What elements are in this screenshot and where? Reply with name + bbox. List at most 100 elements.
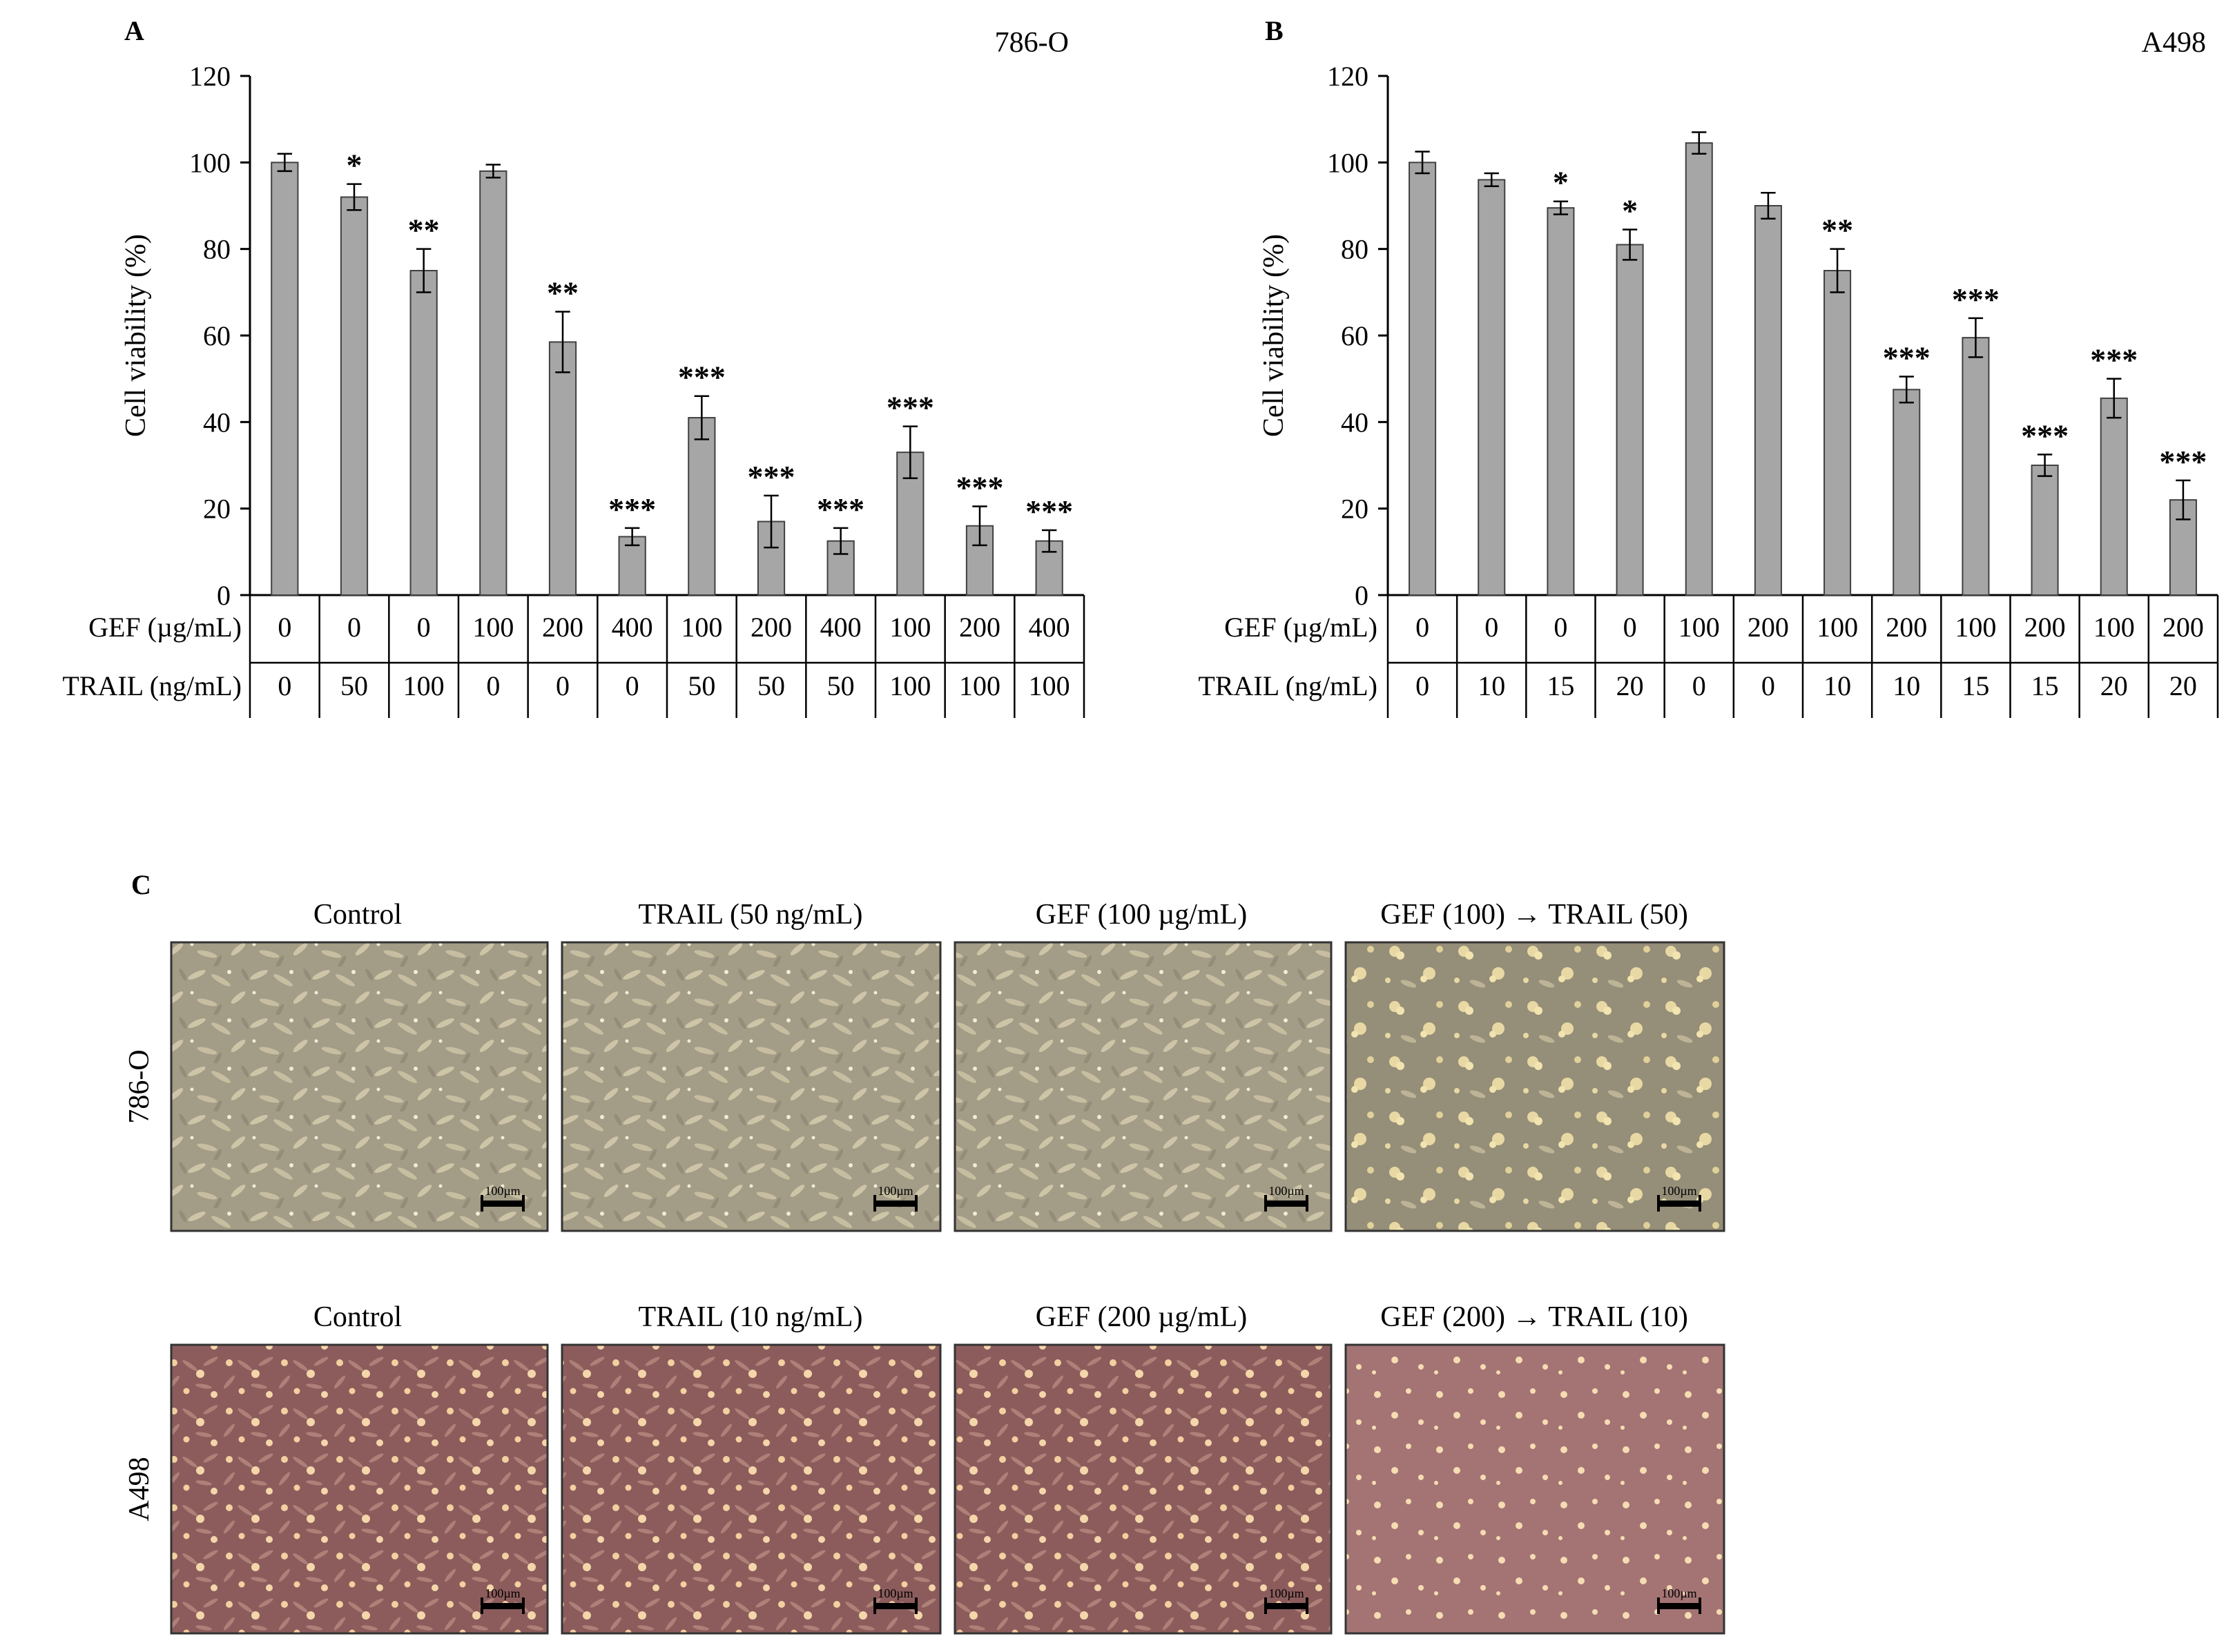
chart-b-gef-cell-3: 0 [1623, 612, 1637, 643]
chart-a-significance-6: *** [678, 360, 726, 395]
micro-col2-title-2: TRAIL (10 ng/mL) [638, 1301, 862, 1333]
chart-b-trail-cell-1: 10 [1478, 670, 1505, 701]
chart-a-significance-1: * [347, 148, 362, 183]
chart-a-errorbar-11 [1041, 529, 1057, 553]
chart-b-errorbar-9 [2037, 454, 2053, 477]
chart-a-ytick-label-5: 100 [189, 147, 231, 178]
chart-b-errorbar-2 [1553, 200, 1569, 215]
chart-b-errorbar-4 [1692, 131, 1707, 155]
chart-b-errorbar-7 [1899, 376, 1914, 404]
chart-b-bar-0 [1409, 162, 1437, 596]
chart-a-trail-cell-5: 0 [626, 670, 639, 701]
chart-a-gef-cell-7: 200 [751, 612, 792, 643]
chart-b-bar-3 [1616, 244, 1644, 596]
micro-col-title-2: TRAIL (50 ng/mL) [638, 899, 862, 931]
chart-b-bar-6 [1823, 270, 1852, 596]
svg-text:100µm: 100µm [1268, 1184, 1304, 1198]
chart-a-ylabel: Cell viability (%) [120, 234, 152, 437]
chart-b-bar-7 [1893, 389, 1921, 596]
chart-a-bar-4 [548, 341, 577, 596]
chart-a-gef-cell-2: 0 [417, 612, 431, 643]
chart-b-significance-10: *** [2090, 342, 2138, 378]
chart-b-trail-cell-6: 10 [1823, 670, 1851, 701]
scale-bar-7: 100µm [1657, 1586, 1701, 1614]
chart-a-bar-3 [479, 170, 507, 596]
chart-a-gef-cell-4: 200 [542, 612, 583, 643]
chart-a-trail-cell-0: 0 [278, 670, 291, 701]
chart-a-gef-cell-9: 100 [889, 612, 931, 643]
chart-a-gef-cell-11: 400 [1029, 612, 1070, 643]
micro-col2-title-1: Control [313, 1301, 402, 1333]
micro-row-label-a498: A498 [124, 1457, 155, 1521]
chart-b-gef-cell-7: 200 [1886, 612, 1927, 643]
chart-a-gef-cell-10: 200 [959, 612, 1000, 643]
chart-b-errorbar-0 [1415, 150, 1430, 175]
chart-a-significance-5: *** [608, 492, 656, 527]
chart-b-errorbar-6 [1830, 248, 1845, 293]
chart-a-gef-cell-8: 400 [820, 612, 862, 643]
chart-a-trail-cell-1: 50 [340, 670, 368, 701]
micro-col-title-1: Control [313, 899, 402, 931]
chart-a-ytick-label-1: 20 [203, 494, 231, 525]
chart-a-significance-7: *** [748, 459, 795, 494]
chart-a-ytick-label-0: 0 [217, 580, 231, 611]
chart-a-trail-cell-10: 100 [959, 670, 1000, 701]
micrograph-panel: Control TRAIL (50 ng/mL) GEF (100 µg/mL)… [124, 899, 1725, 1635]
scale-bar-0: 100µm [481, 1184, 525, 1212]
micrograph-786o-control [170, 941, 549, 1232]
chart-b-ytick-label-6: 120 [1327, 61, 1368, 92]
svg-text:100µm: 100µm [485, 1184, 520, 1198]
svg-text:100µm: 100µm [1661, 1184, 1696, 1198]
chart-b-trail-cell-0: 0 [1415, 670, 1429, 701]
chart-a-errorbar-8 [833, 527, 849, 555]
chart-a-trail-cell-8: 50 [827, 670, 855, 701]
chart-a-errorbar-2 [416, 248, 432, 293]
chart-b-ytick-label-4: 80 [1341, 234, 1368, 265]
chart-b-significance-11: *** [2159, 444, 2207, 479]
chart-a-gef-cell-5: 400 [612, 612, 653, 643]
svg-text:100µm: 100µm [485, 1586, 520, 1600]
chart-a-errorbar-3 [485, 164, 501, 179]
micrograph-786o-combo [1344, 941, 1725, 1232]
chart-a-title: 786-O [995, 27, 1069, 59]
chart-a-row-label-trail: TRAIL (ng/mL) [62, 670, 242, 701]
chart-b-bar-10 [2100, 397, 2128, 596]
svg-text:100µm: 100µm [878, 1586, 913, 1600]
chart-b-errorbar-5 [1761, 191, 1776, 220]
chart-a-significance-4: ** [547, 275, 579, 311]
chart-b-trail-cell-3: 20 [1616, 670, 1644, 701]
chart-a-gef-cell-6: 100 [681, 612, 722, 643]
scale-bar-5: 100µm [873, 1586, 918, 1614]
chart-b-ytick-label-5: 100 [1327, 147, 1368, 178]
chart-b-bar-1 [1478, 179, 1506, 596]
chart-b-ytick-label-3: 60 [1341, 320, 1368, 351]
chart-b-errorbar-8 [1968, 317, 1984, 358]
chart-b-bar-2 [1547, 207, 1575, 596]
chart-a-row-label-gef: GEF (µg/mL) [88, 612, 242, 643]
chart-b-ytick-label-2: 40 [1341, 407, 1368, 438]
micro-row-label-786o: 786-O [124, 1049, 155, 1123]
chart-a-significance-10: *** [956, 470, 1004, 505]
chart-b-errorbar-1 [1484, 172, 1499, 188]
chart-b-trail-cell-5: 0 [1761, 670, 1775, 701]
chart-b-bar-5 [1754, 205, 1782, 596]
chart-b-gef-cell-10: 100 [2093, 612, 2135, 643]
micro-col2-title-4: GEF (200) → TRAIL (10) [1380, 1301, 1688, 1333]
chart-b-bar-9 [2031, 465, 2059, 596]
chart-b-ytick-label-1: 20 [1341, 494, 1368, 525]
chart-b-row-label-trail: TRAIL (ng/mL) [1198, 670, 1377, 701]
chart-a-errorbar-1 [347, 183, 362, 211]
chart-a-significance-8: *** [817, 492, 864, 527]
micrograph-786o-gef [954, 941, 1333, 1232]
chart-a-errorbar-4 [555, 311, 570, 373]
svg-text:100µm: 100µm [878, 1184, 913, 1198]
chart-b-gef-cell-2: 0 [1554, 612, 1567, 643]
scale-bar-1: 100µm [873, 1184, 918, 1212]
chart-b-trail-cell-8: 15 [1962, 670, 1989, 701]
chart-a-errorbar-7 [764, 494, 779, 549]
scale-bar-6: 100µm [1264, 1586, 1308, 1614]
chart-a-gef-cell-3: 100 [472, 612, 514, 643]
chart-a-significance-2: ** [408, 213, 440, 248]
scale-bar-4: 100µm [481, 1586, 525, 1614]
